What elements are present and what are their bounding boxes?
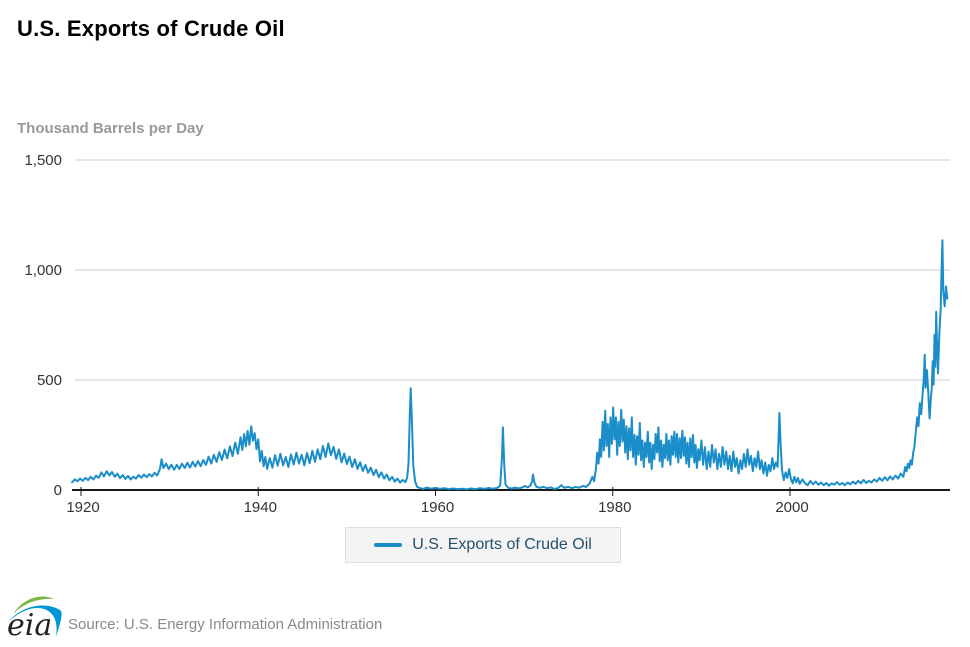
page-title: U.S. Exports of Crude Oil: [17, 16, 285, 41]
x-tick-label: 1980: [598, 499, 631, 516]
y-tick-label: 1,000: [24, 262, 62, 279]
legend-line-swatch: [374, 543, 403, 547]
y-tick-label: 500: [37, 372, 62, 389]
y-axis-units-label: Thousand Barrels per Day: [17, 120, 204, 137]
x-tick-label: 2000: [775, 499, 808, 516]
eia-logo-text: eia: [7, 608, 52, 643]
legend-label: U.S. Exports of Crude Oil: [412, 536, 592, 553]
eia-logo: eia: [7, 596, 62, 643]
x-tick-label: 1940: [244, 499, 277, 516]
legend-item-crude-oil-exports[interactable]: U.S. Exports of Crude Oil: [345, 527, 621, 563]
eia-logo-green-swoosh: [13, 596, 54, 614]
x-tick-label: 1920: [66, 499, 99, 516]
y-tick-label: 1,500: [24, 152, 62, 169]
y-tick-label: 0: [54, 482, 62, 499]
eia-logo-blue-swoosh: [8, 605, 62, 637]
x-tick-label: 1960: [421, 499, 454, 516]
series-line: [71, 239, 949, 491]
source-attribution: Source: U.S. Energy Information Administ…: [68, 616, 383, 633]
